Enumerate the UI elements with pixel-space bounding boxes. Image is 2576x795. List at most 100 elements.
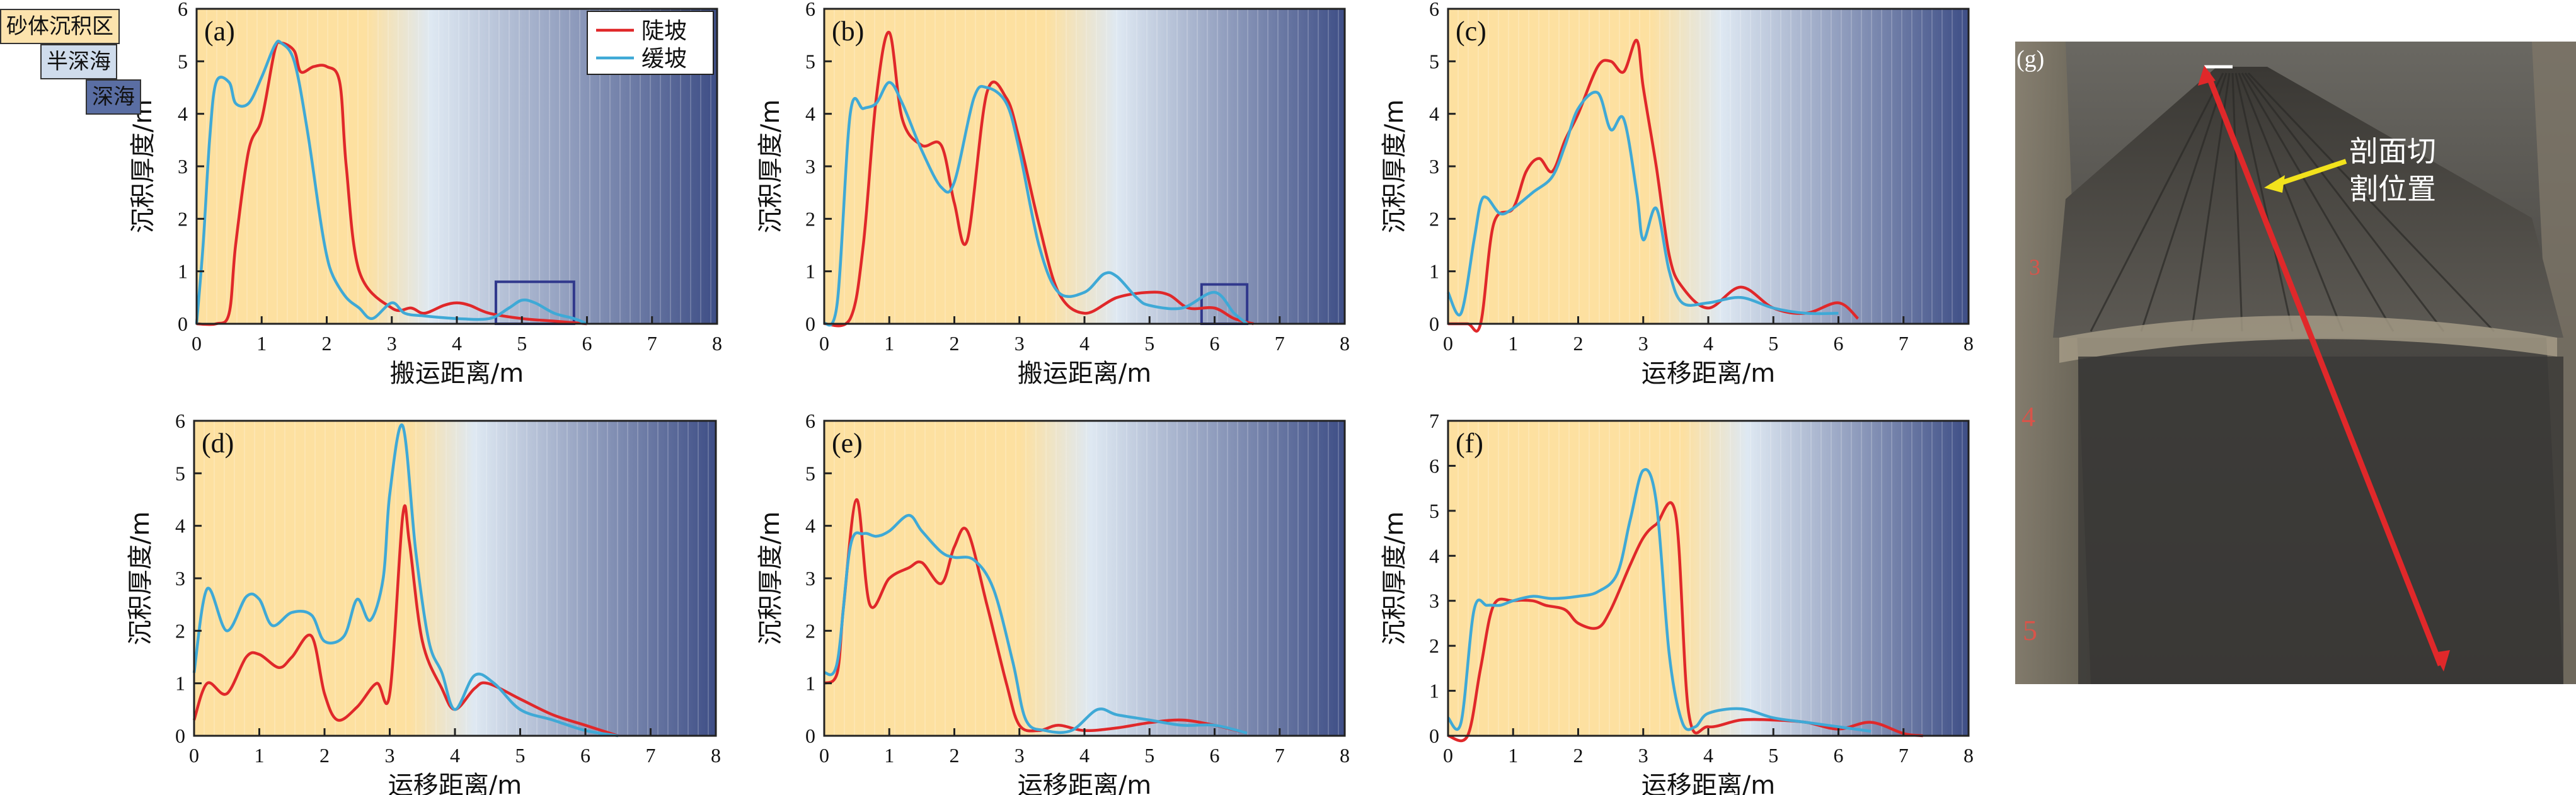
x-tick-label: 2 [950, 332, 960, 355]
flume-photo: (g) 剖面切 割位置 3 4 5 [2015, 42, 2576, 684]
x-tick-label: 6 [1210, 744, 1220, 767]
x-tick-label: 2 [1573, 332, 1584, 355]
y-tick-label: 3 [178, 155, 188, 178]
y-tick-label: 2 [175, 619, 185, 642]
y-tick-label: 6 [178, 0, 188, 20]
y-axis-label: 沉积厚度/m [1380, 100, 1409, 233]
panel-label: (f) [1456, 428, 1483, 459]
y-tick-label: 3 [175, 567, 185, 590]
photo-label: (g) [2016, 46, 2044, 72]
x-tick-label: 3 [1638, 744, 1648, 767]
y-tick-label: 0 [1429, 312, 1439, 335]
series-line-steep [196, 40, 587, 326]
y-tick-label: 5 [805, 462, 815, 484]
zone-background [824, 9, 1345, 324]
y-tick-label: 0 [805, 312, 815, 335]
x-tick-label: 5 [1144, 332, 1154, 355]
zone-background [1448, 421, 1969, 736]
zone-banding [196, 9, 711, 324]
series-line-gentle [195, 40, 588, 326]
x-tick-label: 1 [1508, 744, 1518, 767]
zone-legend-sand: 砂体沉积区 [0, 9, 120, 44]
x-axis-label: 运移距离/m [1642, 771, 1775, 795]
x-tick-label: 0 [1443, 744, 1453, 767]
y-tick-label: 7 [1429, 409, 1439, 432]
y-tick-label: 0 [1429, 724, 1439, 747]
x-tick-label: 4 [1079, 744, 1090, 767]
zone-background [194, 421, 716, 736]
y-tick-label: 1 [178, 260, 188, 283]
x-tick-label: 4 [452, 332, 462, 355]
chart-panel-6: 0 1 2 3 4 5 6 7 8 0 1 2 3 4 5 6 7 运移距离/m 沉积厚度/m (f) [1380, 409, 1974, 795]
y-tick-label: 6 [805, 0, 815, 20]
x-tick-label: 3 [387, 332, 397, 355]
y-tick-label: 4 [175, 515, 185, 537]
x-tick-label: 7 [1899, 332, 1909, 355]
y-tick-label: 4 [1429, 103, 1439, 125]
x-tick-label: 6 [582, 332, 592, 355]
x-tick-label: 2 [1573, 744, 1584, 767]
y-tick-label: 6 [805, 409, 815, 432]
x-tick-label: 6 [1834, 332, 1844, 355]
x-tick-label: 0 [192, 332, 202, 355]
y-tick-label: 5 [175, 462, 185, 484]
series-line-gentle [192, 423, 619, 738]
panel-label: (d) [202, 428, 234, 459]
x-tick-label: 0 [1443, 332, 1453, 355]
x-tick-label: 8 [712, 332, 722, 355]
x-tick-label: 0 [189, 744, 199, 767]
x-tick-label: 1 [255, 744, 265, 767]
y-tick-label: 1 [1429, 680, 1439, 702]
panel-label: (a) [204, 16, 235, 47]
y-axis-label: 沉积厚度/m [756, 512, 785, 645]
zone-banding [824, 9, 1339, 324]
y-axis-label: 沉积厚度/m [126, 512, 155, 645]
y-tick-label: 3 [805, 155, 815, 178]
x-tick-label: 8 [1340, 332, 1350, 355]
x-tick-label: 5 [515, 744, 526, 767]
x-tick-label: 8 [1964, 744, 1974, 767]
y-tick-label: 2 [1429, 634, 1439, 657]
series-line-gentle [1447, 468, 1872, 733]
y-tick-label: 3 [1429, 590, 1439, 612]
x-tick-label: 4 [1703, 744, 1713, 767]
series-line-gentle [1446, 91, 1839, 317]
zone-legend-semi-deep: 半深海 [40, 44, 117, 79]
x-axis-label: 搬运距离/m [390, 359, 524, 388]
y-tick-label: 4 [805, 515, 815, 537]
y-tick-label: 0 [178, 312, 188, 335]
series-line-gentle [823, 513, 1248, 735]
x-tick-label: 8 [1964, 332, 1974, 355]
x-tick-label: 5 [1768, 332, 1778, 355]
ruler-mark-3: 3 [2029, 255, 2040, 280]
series-line-steep [824, 31, 1254, 328]
x-tick-label: 6 [1834, 744, 1844, 767]
legend-box [587, 11, 714, 75]
x-tick-label: 4 [1079, 332, 1090, 355]
x-tick-label: 1 [884, 744, 894, 767]
zone-banding [1447, 421, 1963, 736]
legend-label-steep: 陡坡 [641, 18, 687, 44]
y-tick-label: 2 [178, 207, 188, 230]
ruler-mark-4: 4 [2021, 401, 2035, 432]
y-tick-label: 1 [805, 260, 815, 283]
x-axis-label: 运移距离/m [388, 771, 522, 795]
x-tick-label: 2 [319, 744, 330, 767]
x-tick-label: 3 [1638, 332, 1648, 355]
y-tick-label: 3 [1429, 155, 1439, 178]
x-tick-label: 1 [884, 332, 894, 355]
x-tick-label: 4 [450, 744, 460, 767]
zone-background [1448, 9, 1969, 324]
y-tick-label: 0 [175, 724, 185, 747]
y-tick-label: 2 [805, 207, 815, 230]
zone-legend-deep: 深海 [86, 79, 141, 115]
zone-background [824, 421, 1345, 736]
y-tick-label: 1 [805, 672, 815, 695]
x-tick-label: 1 [1508, 332, 1518, 355]
y-tick-label: 4 [1429, 544, 1439, 567]
y-axis-label: 沉积厚度/m [756, 100, 785, 233]
y-tick-label: 6 [175, 409, 185, 432]
